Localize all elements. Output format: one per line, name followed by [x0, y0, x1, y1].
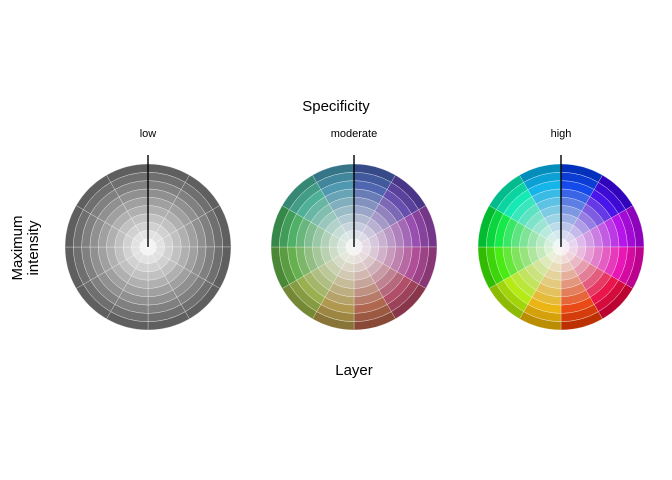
ylabel-line-1: Maximum	[9, 215, 26, 281]
ylabel-line-2: intensity	[25, 220, 42, 276]
color-wheel-moderate	[270, 155, 438, 331]
panel-label-moderate: moderate	[330, 128, 378, 140]
panel-label-high: high	[550, 128, 572, 140]
color-wheel-high	[477, 155, 645, 331]
panel-label-low: low	[139, 128, 157, 140]
layer-axis-label: Layer	[335, 362, 373, 379]
specificity-title: Specificity	[302, 98, 370, 115]
maximum-intensity-axis-label: Maximum intensity	[9, 215, 42, 281]
color-wheel-low	[64, 155, 232, 331]
